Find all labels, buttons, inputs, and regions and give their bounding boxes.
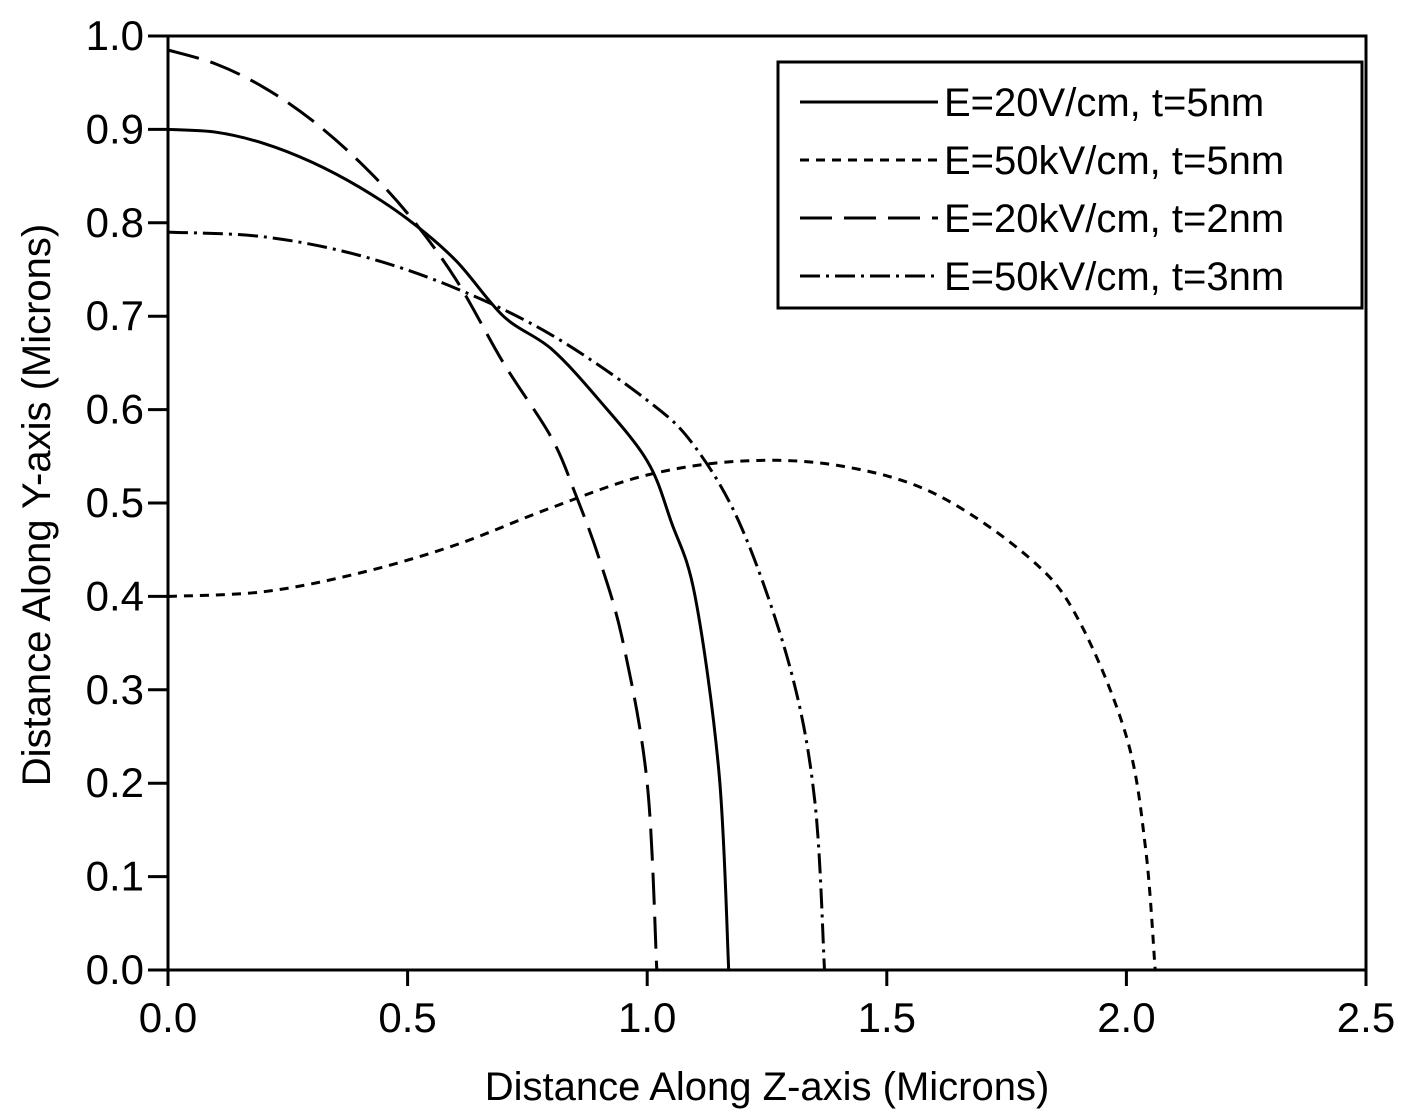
legend-label-1: E=20V/cm, t=5nm xyxy=(944,81,1264,125)
series-line-3 xyxy=(167,48,659,971)
y-tick-label: 0.3 xyxy=(86,666,144,713)
y-axis-title: Distance Along Y-axis (Microns) xyxy=(15,224,59,786)
series-line-2 xyxy=(167,458,1157,971)
y-tick-label: 0.6 xyxy=(86,386,144,433)
legend-label-4: E=50kV/cm, t=3nm xyxy=(944,255,1284,299)
y-tick-label: 0.8 xyxy=(86,199,144,246)
x-tick-label: 2.0 xyxy=(1097,994,1155,1041)
x-tick-label: 1.0 xyxy=(618,994,676,1041)
x-tick-label: 1.5 xyxy=(858,994,916,1041)
y-tick-label: 0.0 xyxy=(86,946,144,993)
y-tick-label: 0.9 xyxy=(86,105,144,152)
series-line-1 xyxy=(167,127,731,971)
y-tick-label: 0.7 xyxy=(86,292,144,339)
series-line-4 xyxy=(167,230,826,971)
x-tick-label: 2.5 xyxy=(1337,994,1395,1041)
y-tick-label: 0.1 xyxy=(86,853,144,900)
x-tick-label: 0.0 xyxy=(139,994,197,1041)
y-tick-label: 0.4 xyxy=(86,572,144,619)
legend-label-2: E=50kV/cm, t=5nm xyxy=(944,139,1284,183)
legend-box xyxy=(776,60,1364,310)
legend-label-3: E=20kV/cm, t=2nm xyxy=(944,197,1284,241)
x-tick-label: 0.5 xyxy=(378,994,436,1041)
y-tick-label: 1.0 xyxy=(86,12,144,59)
x-axis-title: Distance Along Z-axis (Microns) xyxy=(485,1065,1050,1109)
y-tick-label: 0.2 xyxy=(86,759,144,806)
y-tick-label: 0.5 xyxy=(86,479,144,526)
